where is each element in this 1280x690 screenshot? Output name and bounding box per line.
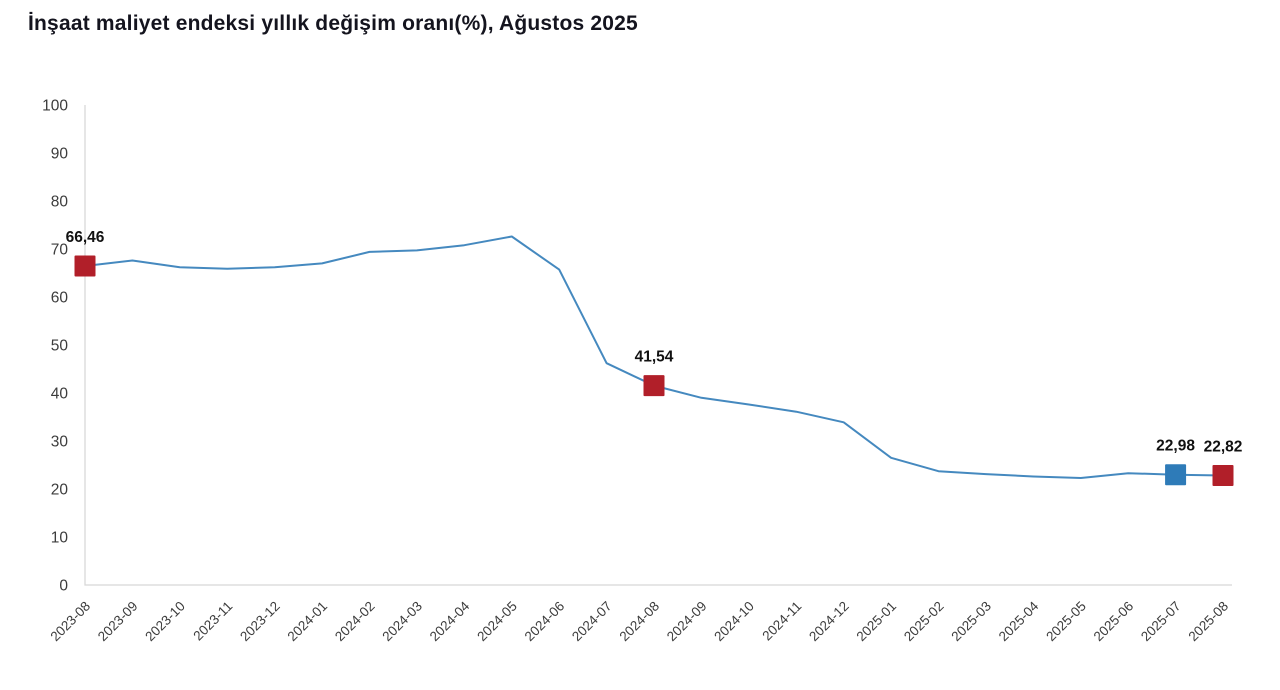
x-axis-tick-label: 2025-01 <box>854 599 900 645</box>
x-axis-tick-label: 2025-06 <box>1091 599 1137 645</box>
x-axis-tick-label: 2025-04 <box>996 598 1042 644</box>
y-axis-tick-label: 50 <box>51 338 69 355</box>
x-axis-tick-label: 2025-05 <box>1043 599 1089 645</box>
data-point-label: 22,98 <box>1156 438 1195 455</box>
x-axis-tick-label: 2023-11 <box>190 599 235 644</box>
x-axis-tick-label: 2024-02 <box>332 599 378 645</box>
y-axis-tick-label: 70 <box>51 242 69 259</box>
x-axis-tick-label: 2024-12 <box>806 599 852 645</box>
x-axis-tick-label: 2024-09 <box>664 599 710 645</box>
x-axis-tick-label: 2024-10 <box>711 599 757 645</box>
y-axis-tick-label: 10 <box>51 530 69 547</box>
x-axis-tick-label: 2024-04 <box>427 598 473 644</box>
x-axis-tick-label: 2024-03 <box>379 599 425 645</box>
x-axis-tick-label: 2023-09 <box>95 599 141 645</box>
x-axis-tick-label: 2024-07 <box>569 599 615 645</box>
x-axis-tick-label: 2024-08 <box>616 599 662 645</box>
y-axis-tick-label: 100 <box>42 98 68 115</box>
data-point-marker[interactable] <box>1212 464 1234 486</box>
y-axis-tick-label: 20 <box>51 482 69 499</box>
y-axis-tick-label: 90 <box>51 146 69 163</box>
data-point-label: 41,54 <box>635 349 674 366</box>
x-axis-tick-label: 2025-08 <box>1185 599 1231 645</box>
x-axis-tick-label: 2023-10 <box>142 599 188 645</box>
y-axis-tick-label: 30 <box>51 434 69 451</box>
data-point-marker[interactable] <box>74 255 96 277</box>
data-point-label: 22,82 <box>1204 438 1243 455</box>
x-axis-tick-label: 2025-07 <box>1138 599 1184 645</box>
y-axis-tick-label: 60 <box>51 290 69 307</box>
x-axis-tick-label: 2023-08 <box>47 599 93 645</box>
x-axis-tick-label: 2023-12 <box>237 599 283 645</box>
x-axis-tick-label: 2024-05 <box>474 599 520 645</box>
y-axis-tick-label: 80 <box>51 194 69 211</box>
y-axis-tick-label: 0 <box>59 578 68 595</box>
data-point-marker[interactable] <box>1165 464 1187 486</box>
data-point-label: 66,46 <box>66 229 105 246</box>
x-axis-tick-label: 2024-01 <box>285 599 331 645</box>
x-axis-tick-label: 2024-11 <box>759 599 804 644</box>
x-axis-tick-label: 2025-03 <box>948 599 994 645</box>
y-axis-tick-label: 40 <box>51 386 69 403</box>
chart-title: İnşaat maliyet endeksi yıllık değişim or… <box>28 12 638 35</box>
x-axis-tick-label: 2024-06 <box>522 599 568 645</box>
data-point-marker[interactable] <box>643 375 665 397</box>
axis-lines <box>84 105 1232 586</box>
x-axis-tick-label: 2025-02 <box>901 599 947 645</box>
